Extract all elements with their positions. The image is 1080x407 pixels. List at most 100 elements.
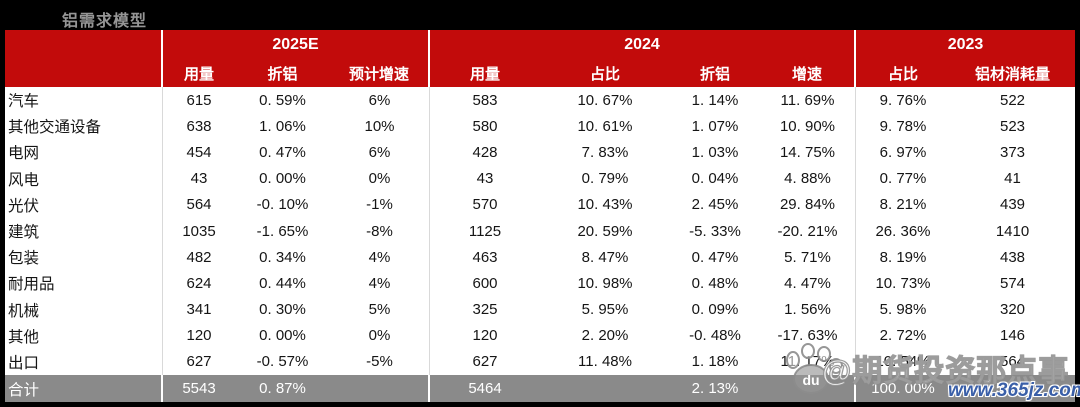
total-value-cell: 100. 00%	[871, 380, 935, 398]
value-cell: 580	[472, 117, 498, 135]
value-cell: 638	[186, 117, 212, 135]
table-row: 风电 43 0. 00% 0% 43 0. 79% 0. 04% 4. 88% 0. 77% 41	[5, 165, 1075, 192]
value-cell: -17. 63%	[760, 322, 856, 349]
value-cell: 320	[999, 301, 1026, 319]
table-row: 光伏 564 -0. 10% -1% 570 10. 43% 2. 45% 29. 84% 8.…	[5, 191, 1075, 218]
col-header-2025e-usage: 用量	[183, 65, 214, 83]
value-cell: 0. 59%	[259, 91, 306, 109]
value-cell: 627	[472, 353, 498, 371]
value-cell: 0. 00%	[259, 170, 306, 188]
value-cell: 120	[186, 327, 212, 345]
total-value-cell	[760, 375, 856, 403]
value-cell: 373	[999, 143, 1026, 161]
value-cell: 14. 75%	[760, 139, 856, 166]
value-cell: 583	[472, 91, 498, 109]
value-cell: 615	[186, 91, 212, 109]
col-header-2024-share: 占比	[589, 65, 620, 83]
value-cell: -1%	[330, 191, 430, 218]
value-cell: 1. 03%	[691, 143, 739, 161]
value-cell: 120	[472, 327, 498, 345]
col-header-2023-consumption: 铝材消耗量	[974, 65, 1050, 83]
value-cell: 10%	[330, 113, 430, 140]
value-cell: 9. 76%	[879, 91, 927, 109]
value-cell: 1. 56%	[760, 296, 856, 323]
value-cell: 4%	[330, 244, 430, 271]
table-row: 耐用品 624 0. 44% 4% 600 10. 98% 0. 48% 4. 47% 10. …	[5, 270, 1075, 297]
value-cell: 1125	[468, 222, 502, 240]
value-cell: 10. 43%	[577, 196, 633, 214]
value-cell: 5. 71%	[760, 244, 856, 271]
value-cell: 0%	[330, 165, 430, 192]
value-cell: 5. 98%	[879, 301, 927, 319]
value-cell: 10. 67%	[577, 91, 633, 109]
value-cell: 5%	[330, 296, 430, 323]
value-cell: 10. 90%	[760, 113, 856, 140]
value-cell: 1. 14%	[691, 91, 739, 109]
value-cell: 5. 95%	[581, 301, 629, 319]
table-body: 汽车 615 0. 59% 6% 583 10. 67% 1. 14% 11. 69% 9. 7…	[5, 87, 1075, 376]
table-header: 2025E 2024 2023 用量 折铝 预计增速 用量 占比 折铝 增速 占…	[5, 30, 1075, 87]
table-row: 出口 627 -0. 57% -5% 627 11. 48% 1. 18% 11. 17% 10…	[5, 348, 1075, 376]
value-cell: 428	[472, 143, 498, 161]
value-cell: 0. 34%	[259, 248, 306, 266]
aluminum-demand-table: 2025E 2024 2023 用量 折铝 预计增速 用量 占比 折铝 增速 占…	[5, 30, 1075, 403]
value-cell: -1. 65%	[256, 222, 309, 240]
value-cell: 4. 47%	[760, 270, 856, 297]
value-cell: -0. 57%	[256, 353, 309, 371]
value-cell: 0. 30%	[259, 301, 306, 319]
value-cell: 325	[472, 301, 498, 319]
row-label: 出口	[5, 348, 163, 376]
col-header-2025e-aluminum: 折铝	[267, 65, 298, 83]
value-cell: 6%	[330, 139, 430, 166]
row-label: 风电	[5, 165, 163, 192]
value-cell: 0. 48%	[691, 274, 739, 292]
value-cell: 574	[999, 274, 1026, 292]
value-cell: 0. 00%	[259, 327, 306, 345]
value-cell: 2. 20%	[581, 327, 629, 345]
value-cell: 570	[472, 196, 498, 214]
value-cell: 146	[999, 327, 1026, 345]
row-label: 建筑	[5, 217, 163, 245]
value-cell: 439	[999, 196, 1026, 214]
page-title: 铝需求模型	[62, 13, 148, 30]
value-cell: 4. 88%	[760, 165, 856, 192]
value-cell: 0. 44%	[259, 274, 306, 292]
value-cell: 11. 48%	[578, 353, 632, 371]
row-label: 耐用品	[5, 270, 163, 297]
value-cell: 2. 45%	[691, 196, 739, 214]
value-cell: 41	[1004, 170, 1021, 188]
year-group-2024: 2024	[430, 30, 856, 59]
total-value-cell: 2. 13%	[691, 380, 739, 398]
value-cell: 0. 09%	[691, 301, 739, 319]
total-value-cell	[330, 375, 430, 403]
value-cell: 9. 78%	[879, 117, 927, 135]
total-row-label: 合计	[5, 375, 163, 403]
table-row: 建筑 1035 -1. 65% -8% 1125 20. 59% -5. 33% -20. 2…	[5, 217, 1075, 245]
table-row: 其他 120 0. 00% 0% 120 2. 20% -0. 48% -17. 63% 2. …	[5, 322, 1075, 349]
value-cell: 10. 54%	[875, 353, 931, 371]
value-cell: 8. 19%	[879, 248, 927, 266]
value-cell: -0. 10%	[256, 196, 309, 214]
value-cell: 43	[190, 170, 208, 188]
table-row: 汽车 615 0. 59% 6% 583 10. 67% 1. 14% 11. 69% 9. 7…	[5, 87, 1075, 114]
value-cell: 1. 06%	[259, 117, 306, 135]
value-cell: 564	[186, 196, 212, 214]
value-cell: 0. 77%	[879, 170, 927, 188]
total-value-cell	[540, 375, 670, 402]
row-label: 电网	[5, 139, 163, 166]
value-cell: 438	[999, 248, 1026, 266]
value-cell: -0. 48%	[689, 327, 741, 345]
value-cell: 463	[472, 248, 498, 266]
total-value-cell: 0. 87%	[259, 380, 306, 398]
row-label: 汽车	[5, 87, 163, 114]
value-cell: 0. 79%	[581, 170, 629, 188]
value-cell: 10. 61%	[577, 117, 633, 135]
value-cell: 564	[999, 353, 1026, 371]
col-header-2025e-growth: 预计增速	[330, 59, 430, 87]
value-cell: 11. 69%	[760, 87, 856, 114]
row-label: 其他	[5, 322, 163, 349]
value-cell: 2. 72%	[879, 327, 927, 345]
table-row: 包装 482 0. 34% 4% 463 8. 47% 0. 47% 5. 71% 8. 19%…	[5, 244, 1075, 271]
value-cell: 341	[186, 301, 212, 319]
